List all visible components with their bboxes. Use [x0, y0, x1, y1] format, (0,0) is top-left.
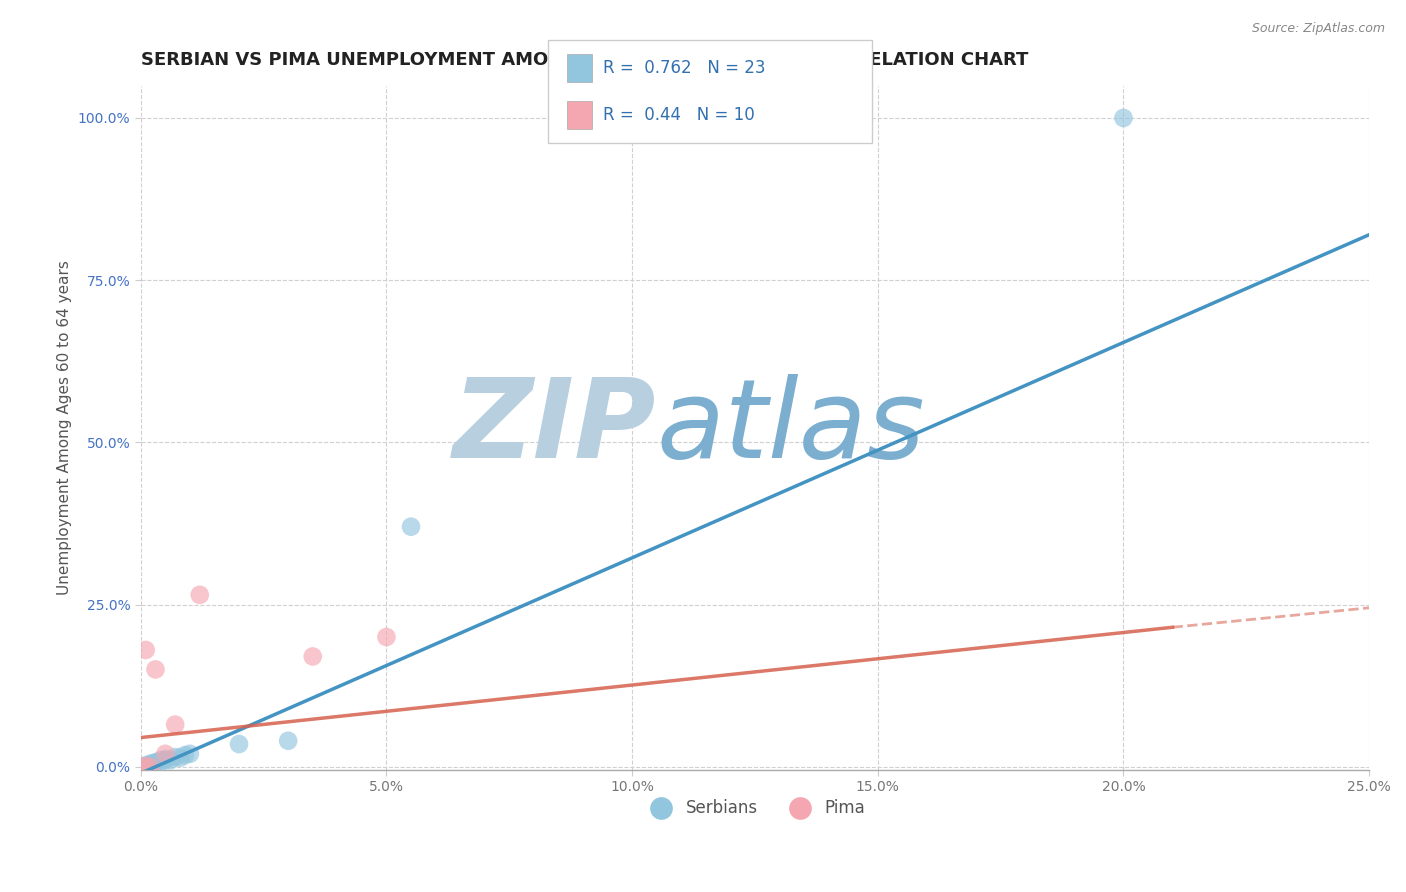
Text: SERBIAN VS PIMA UNEMPLOYMENT AMONG AGES 60 TO 64 YEARS CORRELATION CHART: SERBIAN VS PIMA UNEMPLOYMENT AMONG AGES … [141, 51, 1028, 69]
Point [149, 755, 172, 769]
Point [149, 753, 172, 767]
Point [188, 588, 211, 602]
Point [399, 519, 422, 533]
Y-axis label: Unemployment Among Ages 60 to 64 years: Unemployment Among Ages 60 to 64 years [58, 260, 72, 595]
Point [135, 758, 157, 772]
Point [145, 755, 167, 769]
Point [155, 753, 177, 767]
Point [135, 759, 157, 773]
Point [277, 733, 299, 747]
Point [375, 630, 398, 644]
Point [139, 758, 162, 772]
Legend: Serbians, Pima: Serbians, Pima [638, 792, 872, 823]
Point [129, 760, 152, 774]
Point [129, 760, 152, 774]
Point [165, 750, 187, 764]
Text: ZIP: ZIP [453, 375, 657, 482]
Point [174, 747, 197, 762]
Point [135, 760, 157, 774]
Point [145, 756, 167, 770]
Point [145, 662, 167, 676]
Point [139, 760, 162, 774]
Point [139, 757, 162, 772]
Text: atlas: atlas [657, 375, 925, 482]
Point [155, 752, 177, 766]
Text: R =  0.762   N = 23: R = 0.762 N = 23 [603, 59, 766, 77]
Text: R =  0.44   N = 10: R = 0.44 N = 10 [603, 106, 755, 124]
Point [1112, 111, 1135, 125]
Point [129, 760, 152, 774]
Point [135, 643, 157, 657]
Point [165, 717, 187, 731]
Text: Source: ZipAtlas.com: Source: ZipAtlas.com [1251, 22, 1385, 36]
Point [169, 750, 191, 764]
Point [159, 753, 181, 767]
Point [179, 747, 201, 761]
Point [139, 756, 162, 771]
Point [301, 649, 323, 664]
Point [135, 759, 157, 773]
Point [155, 747, 177, 761]
Point [228, 737, 250, 751]
